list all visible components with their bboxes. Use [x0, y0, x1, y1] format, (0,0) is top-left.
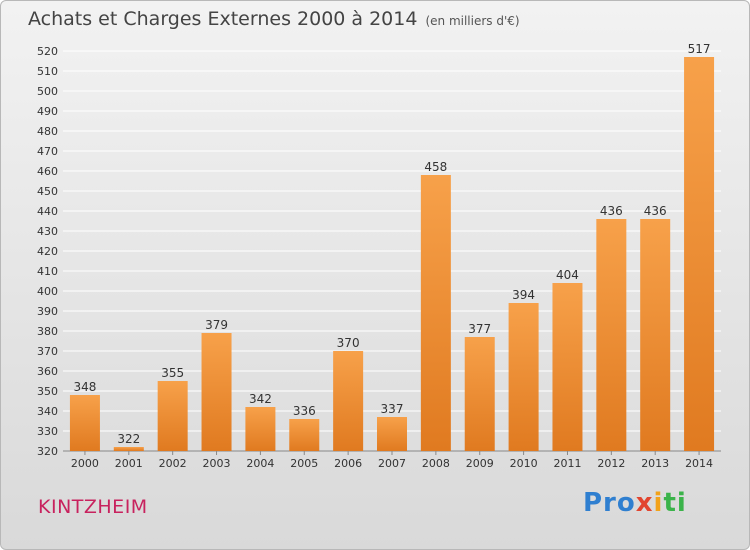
data-label: 370 [337, 336, 360, 350]
x-tick-label: 2004 [246, 457, 274, 470]
y-tick-label: 460 [37, 165, 58, 178]
y-tick-label: 520 [37, 45, 58, 58]
bar [508, 303, 539, 451]
y-tick-label: 380 [37, 325, 58, 338]
bar [157, 381, 188, 451]
y-tick-label: 470 [37, 145, 58, 158]
bar [420, 175, 451, 451]
x-tick-label: 2010 [510, 457, 538, 470]
y-tick-label: 490 [37, 105, 58, 118]
bar [201, 333, 232, 451]
data-label: 342 [249, 392, 272, 406]
x-tick-label: 2006 [334, 457, 362, 470]
y-tick-label: 500 [37, 85, 58, 98]
data-label: 336 [293, 404, 316, 418]
x-tick-label: 2003 [203, 457, 231, 470]
y-tick-label: 430 [37, 225, 58, 238]
bar [684, 57, 715, 451]
bar [552, 283, 583, 451]
data-label: 379 [205, 318, 228, 332]
x-tick-label: 2007 [378, 457, 406, 470]
y-tick-label: 390 [37, 305, 58, 318]
x-tick-label: 2005 [290, 457, 318, 470]
commune-name: KINTZHEIM [38, 496, 148, 518]
y-tick-label: 330 [37, 425, 58, 438]
x-tick-label: 2008 [422, 457, 450, 470]
y-tick-label: 350 [37, 385, 58, 398]
bar [69, 395, 100, 451]
chart-title-text: Achats et Charges Externes 2000 à 2014 [28, 8, 418, 30]
x-tick-label: 2000 [71, 457, 99, 470]
bar [289, 419, 320, 451]
logo-part-3: i [653, 488, 664, 518]
y-tick-label: 450 [37, 185, 58, 198]
logo-part-4: ti [663, 488, 687, 518]
data-label: 394 [512, 288, 535, 302]
data-label: 517 [688, 42, 711, 56]
x-tick-label: 2001 [115, 457, 143, 470]
y-tick-label: 360 [37, 365, 58, 378]
data-label: 436 [600, 204, 623, 218]
data-label: 322 [117, 432, 140, 446]
data-label: 337 [381, 402, 404, 416]
y-tick-label: 510 [37, 65, 58, 78]
data-label: 436 [644, 204, 667, 218]
bar [464, 337, 495, 451]
chart-unit: (en milliers d'€) [425, 14, 520, 28]
bar [113, 447, 144, 451]
y-tick-label: 480 [37, 125, 58, 138]
logo-part-2: x [635, 488, 654, 518]
data-label: 404 [556, 268, 579, 282]
x-tick-label: 2014 [685, 457, 713, 470]
bar [333, 351, 364, 451]
logo-part-1: Pro [583, 488, 636, 518]
x-tick-label: 2013 [641, 457, 669, 470]
x-tick-label: 2012 [597, 457, 625, 470]
bar [245, 407, 276, 451]
bar [596, 219, 627, 451]
x-tick-label: 2002 [159, 457, 187, 470]
y-tick-label: 400 [37, 285, 58, 298]
data-label: 458 [424, 160, 447, 174]
data-label: 348 [73, 380, 96, 394]
data-label: 377 [468, 322, 491, 336]
x-tick-label: 2009 [466, 457, 494, 470]
y-tick-label: 440 [37, 205, 58, 218]
y-tick-label: 410 [37, 265, 58, 278]
y-tick-label: 340 [37, 405, 58, 418]
y-tick-label: 370 [37, 345, 58, 358]
y-tick-label: 320 [37, 445, 58, 458]
chart-title: Achats et Charges Externes 2000 à 2014 (e… [28, 8, 520, 30]
x-tick-label: 2011 [553, 457, 581, 470]
proxiti-logo: Proxiti [583, 488, 687, 518]
bar [377, 417, 407, 451]
bar [640, 219, 671, 451]
y-tick-label: 420 [37, 245, 58, 258]
data-label: 355 [161, 366, 184, 380]
